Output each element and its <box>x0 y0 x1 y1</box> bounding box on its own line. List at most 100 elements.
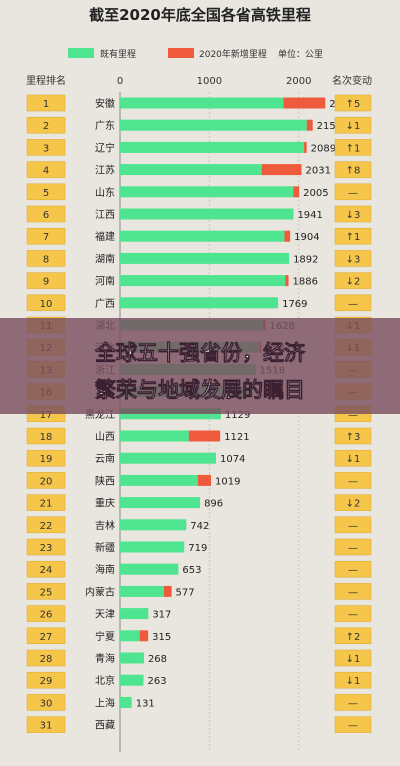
total-value-label: 2031 <box>305 166 330 177</box>
rank-badge <box>26 139 66 156</box>
province-label: 湖南 <box>95 252 115 265</box>
rank-badge <box>26 649 66 667</box>
change-label: — <box>348 587 358 598</box>
legend-label-existing: 既有里程 <box>100 48 136 60</box>
bar-existing <box>120 208 294 220</box>
legend-swatch-existing <box>68 48 94 58</box>
rank-badge <box>26 116 66 134</box>
change-label: ↓3 <box>346 210 361 221</box>
rank-label: 27 <box>40 632 53 643</box>
rank-label: 5 <box>43 188 49 199</box>
table-row: 9 河南 1886 ↓2 <box>26 272 372 289</box>
province-label: 山东 <box>95 186 115 199</box>
change-label: ↓1 <box>346 676 361 687</box>
province-label: 广东 <box>95 119 115 132</box>
change-badge <box>334 139 372 156</box>
total-value-label: 131 <box>136 698 155 709</box>
bar-existing <box>120 474 198 486</box>
bar-new <box>293 186 300 198</box>
province-label: 宁夏 <box>95 630 115 643</box>
change-badge <box>334 671 372 689</box>
rank-badge <box>26 716 66 733</box>
change-label: — <box>348 299 358 310</box>
total-value-label: 2156 <box>317 121 342 132</box>
table-row: 25 内蒙古 577 — <box>26 583 372 600</box>
total-value-label: 1019 <box>215 476 240 487</box>
x-tick-label-2: 2000 <box>286 76 311 87</box>
bar-existing <box>120 608 149 620</box>
province-label: 安徽 <box>95 97 115 110</box>
bar-existing <box>120 674 144 686</box>
change-label: ↑1 <box>346 232 361 243</box>
table-row: 8 湖南 1892 ↓3 <box>26 250 372 267</box>
change-badge <box>334 649 372 667</box>
change-badge <box>334 560 372 578</box>
bar-new <box>188 430 221 442</box>
table-row: 4 江苏 2031 ↑8 <box>26 161 372 178</box>
table-row: 27 宁夏 315 ↑2 <box>26 627 372 645</box>
total-value-label: 268 <box>148 654 167 665</box>
table-row: 1安徽2297↑5 <box>26 94 372 112</box>
bar-existing <box>120 297 279 309</box>
total-value-label: 742 <box>190 521 209 532</box>
rank-label: 8 <box>43 254 49 265</box>
rank-badge <box>26 183 66 201</box>
change-badge <box>334 94 372 112</box>
province-label: 西藏 <box>95 720 115 732</box>
table-row: 31 西藏 — <box>26 716 372 733</box>
rank-badge <box>26 516 66 534</box>
bar-existing <box>120 430 189 442</box>
change-badge <box>334 472 372 489</box>
rank-badge <box>26 294 66 312</box>
rank-label: 29 <box>40 676 53 687</box>
change-badge <box>334 516 372 534</box>
rank-label: 25 <box>40 587 53 598</box>
bar-existing <box>120 652 144 664</box>
bar-new <box>163 585 172 597</box>
province-label: 内蒙古 <box>85 585 115 598</box>
change-label: — <box>348 521 358 532</box>
change-label: ↓2 <box>346 277 361 288</box>
rank-label: 4 <box>43 166 49 177</box>
change-label: — <box>348 476 358 487</box>
change-label: — <box>348 565 358 576</box>
bar-existing <box>120 563 179 575</box>
table-row: 24 海南 653 — <box>26 560 372 578</box>
change-badge <box>334 538 372 556</box>
table-row: 2 广东 2156 ↓1 <box>26 116 372 134</box>
bar-new <box>284 230 291 242</box>
bar-new <box>306 119 313 131</box>
change-label: — <box>348 698 358 709</box>
change-badge <box>334 583 372 600</box>
rank-badge <box>26 472 66 489</box>
change-label: ↓2 <box>346 499 361 510</box>
table-row: 28 青海 268 ↓1 <box>26 649 372 667</box>
total-value-label: 896 <box>204 499 223 510</box>
total-value-label: 315 <box>152 632 171 643</box>
province-label: 陕西 <box>95 474 115 487</box>
province-label: 福建 <box>95 230 115 243</box>
total-value-label: 1886 <box>293 277 318 288</box>
change-column-header: 名次变动 <box>332 74 372 87</box>
table-row: 22 吉林 742 — <box>26 516 372 534</box>
rank-label: 23 <box>40 543 53 554</box>
bar-existing <box>120 97 284 109</box>
bar-new <box>197 474 212 486</box>
rank-label: 30 <box>40 698 53 709</box>
rank-badge <box>26 227 66 245</box>
change-badge <box>334 183 372 201</box>
table-row: 20 陕西 1019 — <box>26 472 372 489</box>
rank-badge <box>26 560 66 578</box>
total-value-label: 2089 <box>311 143 336 154</box>
change-label: ↓1 <box>346 654 361 665</box>
bar-existing <box>120 252 290 264</box>
table-row: 26 天津 317 — <box>26 605 372 622</box>
total-value-label: 1769 <box>282 299 307 310</box>
change-label: ↓1 <box>346 454 361 465</box>
rank-label: 21 <box>40 499 53 510</box>
province-label: 重庆 <box>95 497 115 510</box>
rank-badge <box>26 272 66 289</box>
total-value-label: 1892 <box>293 254 318 265</box>
